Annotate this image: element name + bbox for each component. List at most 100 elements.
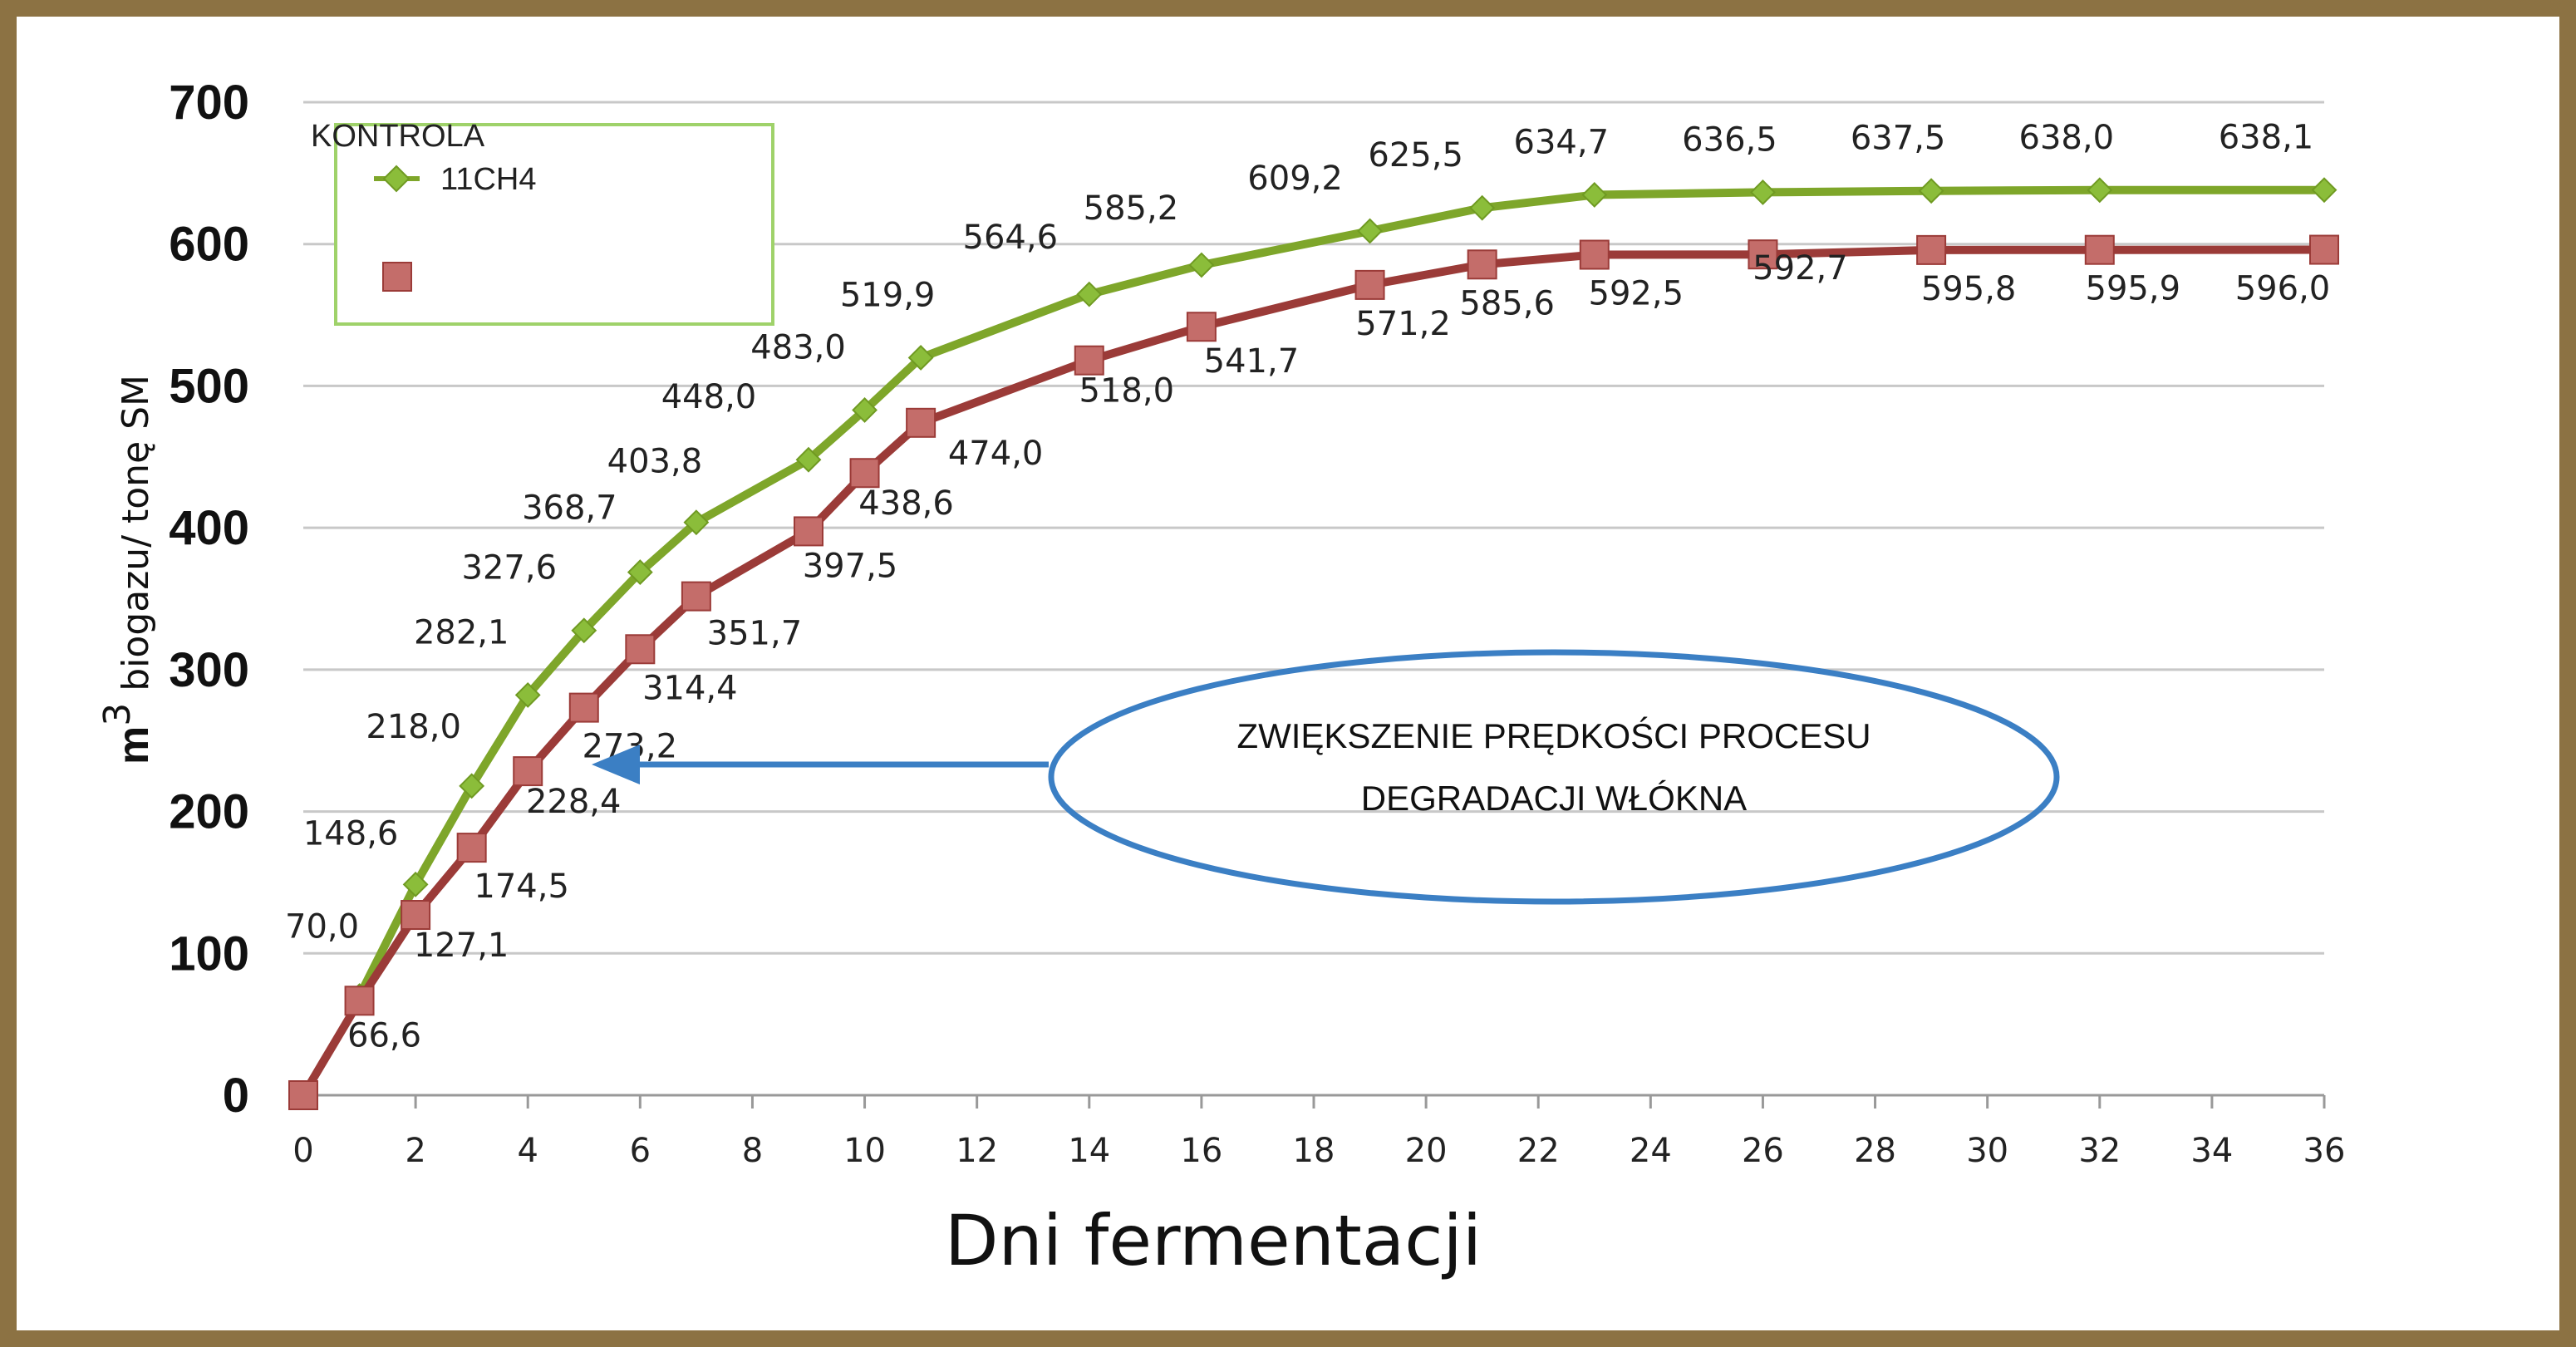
y-axis-title-text: biogazu/ tonę SM: [115, 375, 157, 691]
data-point-diamond: [571, 617, 597, 644]
y-tick-label: 600: [169, 218, 249, 272]
data-point-square: [1467, 249, 1497, 280]
data-point-diamond: [1357, 218, 1383, 244]
data-labels: 70,0 148,6 218,0 282,1 327,6 368,7 403,8 448,0 4…: [285, 119, 2330, 1055]
data-point-diamond: [514, 682, 541, 708]
data-point-square: [568, 692, 599, 723]
y-axis-ticks: 0 100 200 300 400 500 600 700: [169, 76, 249, 1123]
data-point-diamond: [852, 397, 878, 423]
data-label: 351,7: [707, 615, 803, 653]
data-label: 625,5: [1368, 136, 1463, 175]
data-label: 397,5: [803, 547, 898, 585]
y-tick-label: 700: [169, 76, 249, 130]
data-point-square: [513, 756, 543, 787]
data-label: 636,5: [1682, 120, 1777, 159]
data-label: 368,7: [522, 489, 617, 528]
data-label: 637,5: [1851, 120, 1946, 158]
data-label: 592,5: [1589, 275, 1684, 313]
data-label: 592,7: [1753, 249, 1848, 288]
data-label: 609,2: [1247, 160, 1343, 198]
data-label: 595,8: [1921, 270, 2017, 308]
data-point-square: [849, 458, 880, 489]
data-label: 483,0: [750, 328, 846, 366]
data-label: 127,1: [414, 927, 509, 965]
data-label: 66,6: [347, 1016, 421, 1054]
data-point-square: [401, 900, 431, 931]
x-tick-label: 22: [1517, 1132, 1560, 1170]
x-tick-label: 0: [293, 1132, 313, 1170]
series-group: [288, 177, 2339, 1110]
data-label: 585,2: [1084, 189, 1179, 228]
x-axis-title: Dni fermentacji: [945, 1200, 1482, 1281]
data-label: 448,0: [661, 378, 757, 416]
data-label: 638,1: [2219, 119, 2314, 157]
data-point-square: [456, 833, 487, 863]
data-label: 474,0: [948, 435, 1044, 473]
annotation: ZWIĘKSZENIE PRĘDKOŚCI PROCESU DEGRADACJI…: [592, 649, 2060, 905]
x-tick-label: 32: [2078, 1132, 2121, 1170]
data-point-square: [906, 407, 937, 438]
data-label: 634,7: [1514, 123, 1610, 161]
data-point-square: [2309, 234, 2339, 265]
data-point-square: [288, 1080, 318, 1110]
x-tick-label: 26: [1742, 1132, 1784, 1170]
data-point-square: [2084, 234, 2115, 265]
y-axis-title-unit: m: [110, 726, 158, 764]
data-label: 218,0: [366, 708, 461, 746]
x-tick-label: 20: [1405, 1132, 1448, 1170]
x-tick-label: 24: [1630, 1132, 1672, 1170]
x-tick-label: 36: [2303, 1132, 2346, 1170]
data-point-diamond: [1750, 179, 1776, 205]
data-point-diamond: [795, 446, 822, 473]
x-tick-label: 2: [405, 1132, 425, 1170]
data-label: 228,4: [526, 783, 622, 821]
legend-item-2: [382, 262, 412, 292]
data-point-diamond: [1188, 252, 1215, 278]
y-axis-title: m3 biogazu/ tonę SM: [96, 375, 158, 764]
data-label: 438,6: [858, 484, 954, 523]
data-point-square: [1748, 239, 1778, 270]
x-tick-label: 4: [517, 1132, 538, 1170]
data-point-square: [1186, 312, 1217, 342]
data-label: 518,0: [1079, 372, 1175, 410]
data-point-diamond: [1076, 281, 1103, 307]
data-point-diamond: [2311, 177, 2338, 204]
data-point-square: [1579, 239, 1610, 270]
x-tick-label: 14: [1068, 1132, 1110, 1170]
data-label: 314,4: [642, 669, 738, 707]
x-tick-label: 16: [1180, 1132, 1222, 1170]
y-tick-label: 500: [169, 359, 249, 413]
y-tick-label: 300: [169, 643, 249, 697]
data-point-diamond: [907, 345, 934, 371]
data-label: 638,0: [2019, 119, 2115, 157]
y-tick-label: 100: [169, 927, 249, 981]
data-point-square: [681, 581, 711, 612]
data-point-square: [625, 634, 656, 665]
y-axis-title-sup: 3: [96, 703, 139, 726]
x-tick-label: 28: [1854, 1132, 1896, 1170]
legend-item-1: 11CH4: [374, 162, 536, 197]
x-axis-ticks: 0 2 4 6 8 10 12 14 16 18 20 22 24 26 28 30 32 34 36: [293, 1095, 2345, 1170]
x-tick-label: 18: [1293, 1132, 1335, 1170]
data-point-square: [344, 986, 375, 1016]
data-point-diamond: [402, 871, 429, 897]
y-tick-label: 400: [169, 501, 249, 555]
data-point-diamond: [459, 773, 485, 799]
legend-marker-square: [382, 262, 412, 292]
annotation-line-1: ZWIĘKSZENIE PRĘDKOŚCI PROCESU: [1236, 715, 1871, 755]
x-tick-label: 8: [742, 1132, 763, 1170]
legend-box: [334, 123, 774, 326]
data-point-diamond: [627, 559, 653, 585]
data-point-diamond: [1469, 194, 1496, 221]
x-tick-label: 6: [630, 1132, 651, 1170]
data-label: 585,6: [1459, 284, 1555, 322]
data-label: 70,0: [285, 908, 359, 946]
series-line-2: [299, 245, 2325, 1098]
data-label: 519,9: [840, 276, 936, 314]
data-label: 403,8: [607, 443, 703, 481]
legend-title: KONTROLA: [311, 119, 485, 154]
x-tick-label: 30: [1966, 1132, 2008, 1170]
data-label: 148,6: [303, 814, 399, 853]
data-label: 596,0: [2235, 270, 2331, 308]
